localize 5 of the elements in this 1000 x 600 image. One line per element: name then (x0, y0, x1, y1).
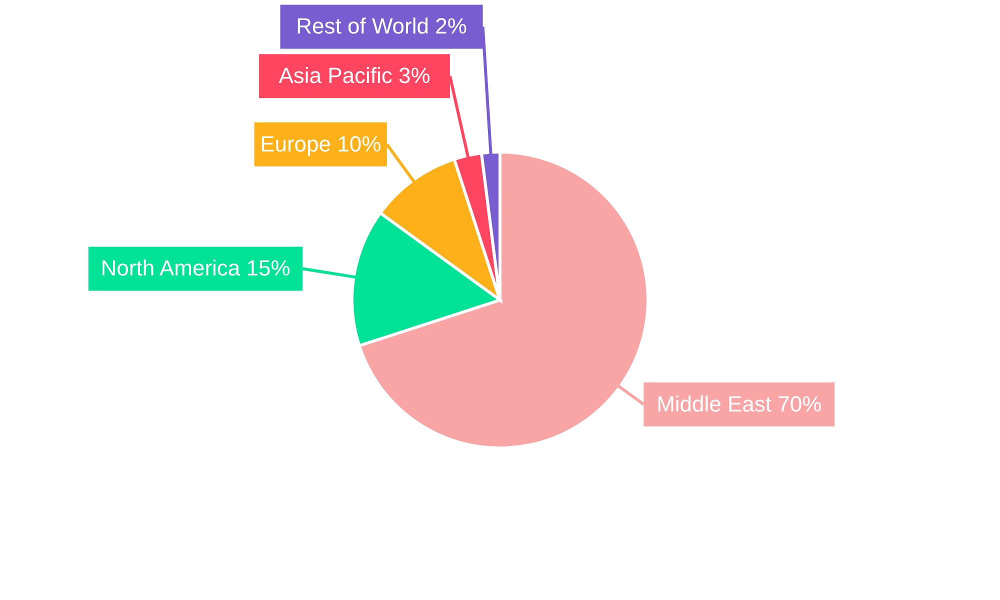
slice-label: Middle East 70% (656, 391, 822, 416)
slice-label: North America 15% (100, 256, 290, 281)
slice-label: Asia Pacific 3% (278, 63, 430, 88)
slice-label: Rest of World 2% (296, 14, 467, 39)
slice-label: Europe 10% (260, 131, 382, 156)
